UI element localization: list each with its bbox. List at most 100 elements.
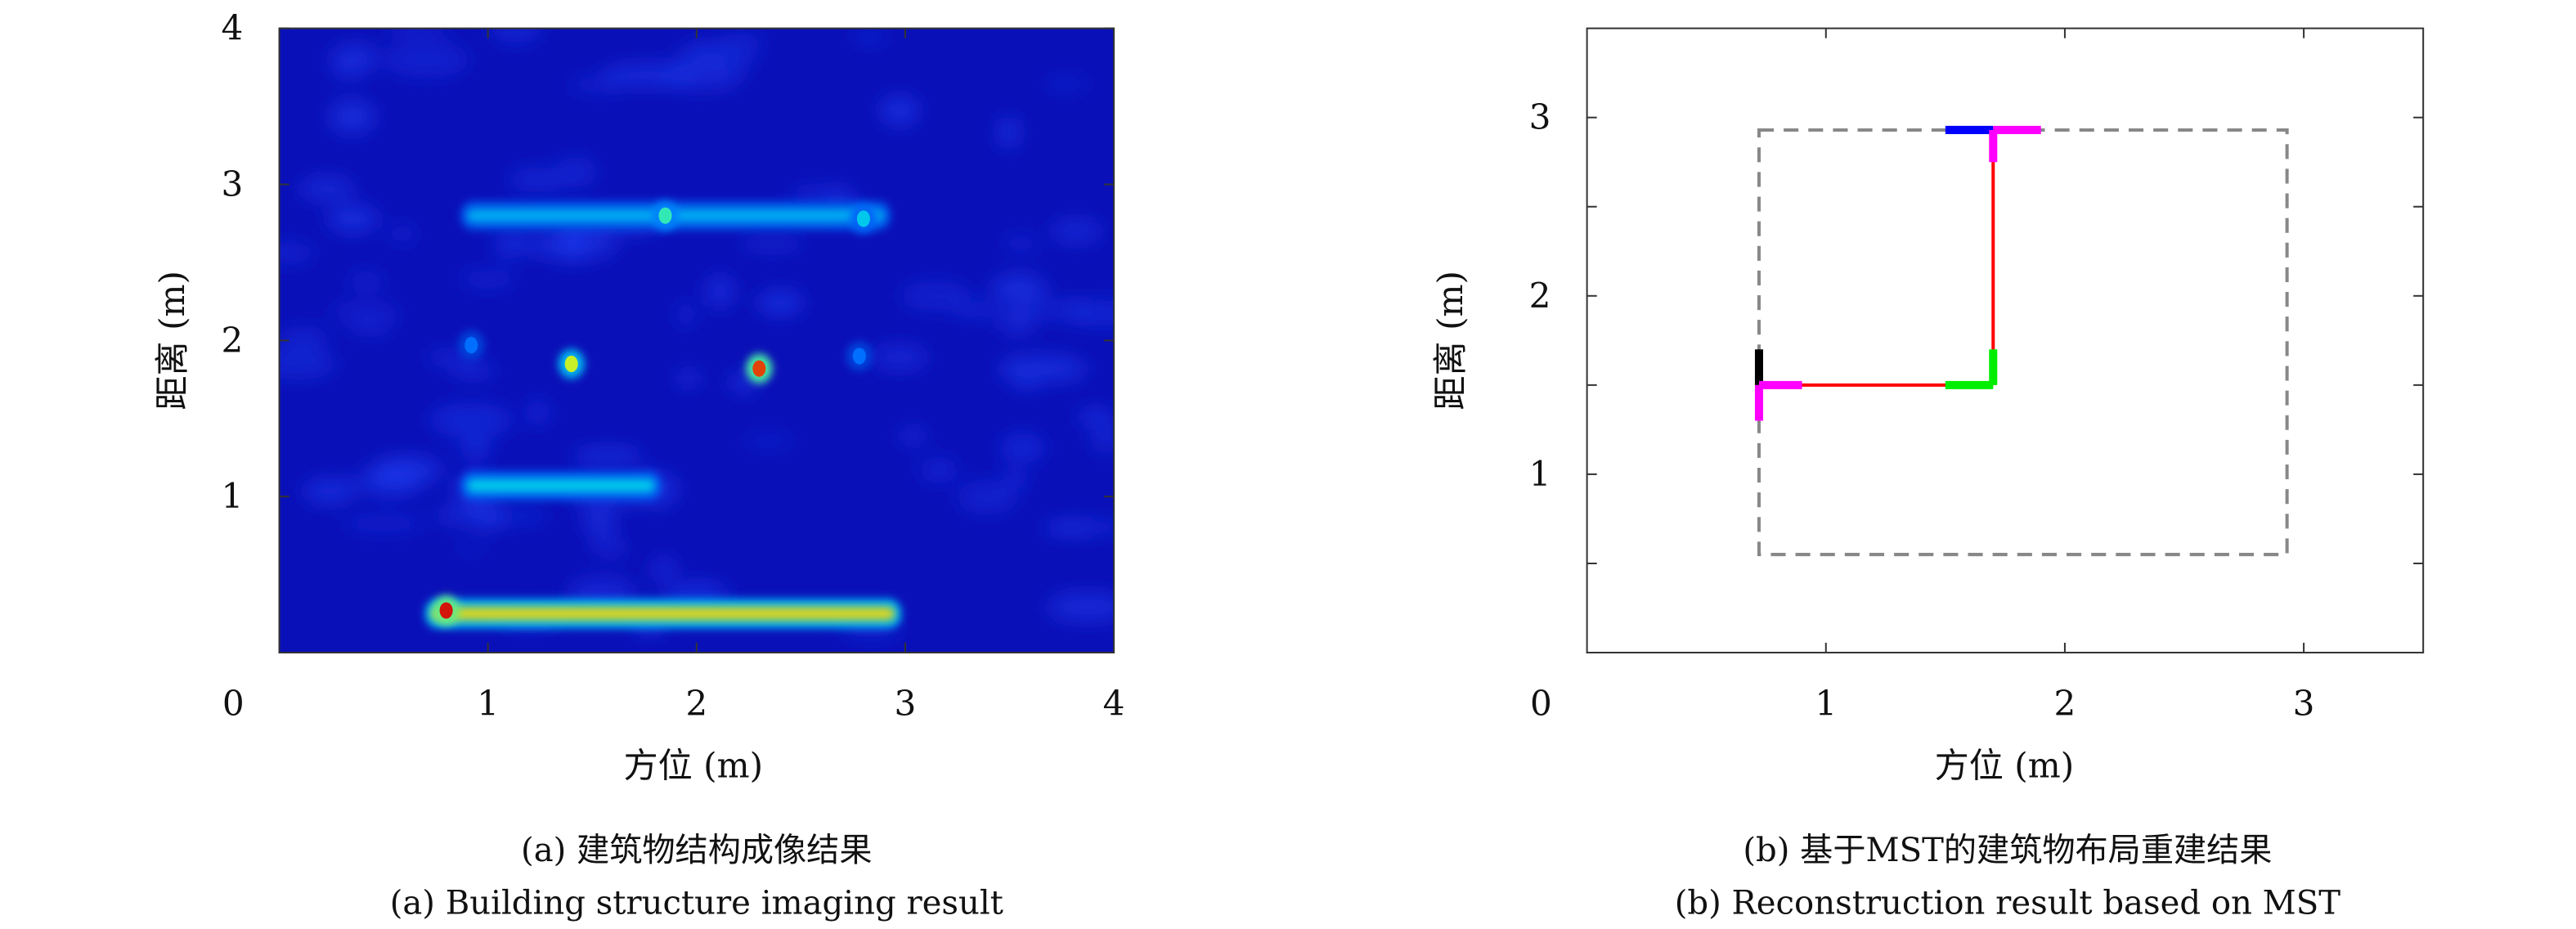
xaxis-label-b: 方位 (m) — [1935, 746, 2075, 786]
clutter-blob — [568, 76, 626, 93]
x-tick-label: 2 — [2054, 683, 2076, 723]
caption-b-en: (b) Reconstruction result based on MST — [1675, 884, 2340, 922]
clutter-blob — [684, 43, 733, 58]
clutter-blob — [328, 99, 376, 134]
x-tick-label: 1 — [477, 683, 499, 723]
clutter-blob — [1050, 219, 1102, 243]
clutter-blob — [583, 506, 616, 538]
clutter-blob — [508, 167, 566, 193]
clutter-blob — [555, 156, 597, 188]
clutter-blob — [451, 362, 496, 377]
caption-a-en: (a) Building structure imaging result — [390, 884, 1003, 922]
x-tick-label: 0 — [1530, 683, 1552, 723]
clutter-blob — [879, 95, 919, 126]
panel-a: 0 1 2 3 4 1 2 3 4 方位 (m) 距离 (m) (a) 建筑物结构成像结果 (a… — [152, 8, 1124, 922]
clutter-blob — [649, 557, 678, 581]
clutter-blob — [455, 541, 487, 553]
heatmap-line-feature — [460, 470, 662, 500]
clutter-blob — [1090, 425, 1115, 454]
clutter-blob — [675, 301, 696, 328]
clutter-blob — [525, 399, 550, 426]
clutter-blob — [601, 63, 692, 88]
y-tick-label: 1 — [1529, 454, 1551, 494]
y-tick-label: 3 — [221, 164, 243, 204]
clutter-blob — [490, 28, 543, 43]
heatmap-line-feature — [424, 599, 902, 629]
xaxis-label-a: 方位 (m) — [623, 746, 763, 786]
clutter-blob — [1046, 592, 1115, 622]
clutter-blob — [460, 435, 491, 460]
clutter-blob — [331, 61, 366, 80]
ticks-b: 0 1 2 3 1 2 3 — [1529, 28, 2424, 723]
heatmap-spot — [746, 353, 773, 384]
mst-segments — [1754, 125, 2041, 421]
x-tick-label: 1 — [1815, 683, 1837, 723]
panel-b: 0 1 2 3 1 2 3 方位 (m) 距离 (m) (b) 基于MST的建筑物布局重建结… — [1430, 27, 2425, 922]
heatmap-features — [424, 200, 902, 629]
clutter-blob — [703, 54, 757, 69]
heatmap-spot — [558, 348, 585, 379]
clutter-blob — [298, 177, 355, 201]
caption-b-cn: (b) 基于MST的建筑物布局重建结果 — [1743, 832, 2272, 869]
yaxis-label-a: 距离 (m) — [152, 271, 192, 411]
clutter-blob — [999, 116, 1019, 149]
ticks-a: 0 1 2 3 4 1 2 3 4 — [221, 8, 1124, 724]
clutter-blob — [429, 402, 514, 438]
clutter-blob — [348, 271, 385, 292]
heatmap-spot — [433, 595, 460, 626]
x-tick-label: 2 — [685, 683, 707, 723]
clutter-blob — [384, 28, 450, 35]
clutter-blob — [999, 433, 1046, 463]
clutter-blob — [345, 321, 396, 332]
clutter-blob — [303, 478, 357, 504]
clutter-blob — [1009, 298, 1093, 321]
clutter-blob — [738, 237, 805, 250]
clutter-blob — [1043, 78, 1089, 91]
clutter-blob — [1003, 469, 1028, 489]
clutter-blob — [493, 229, 531, 258]
y-tick-label: 2 — [221, 320, 243, 360]
clutter-blob — [1077, 409, 1115, 425]
y-tick-label: 3 — [1529, 97, 1551, 137]
caption-a-cn: (a) 建筑物结构成像结果 — [521, 832, 872, 869]
heatmap-spot — [850, 204, 877, 234]
y-tick-label: 1 — [221, 476, 243, 516]
clutter-blob — [328, 305, 403, 317]
clutter-blob — [756, 290, 804, 315]
clutter-blob — [957, 480, 1018, 514]
clutter-blob — [460, 270, 517, 289]
clutter-blob — [279, 242, 316, 264]
clutter-blob — [279, 326, 330, 351]
y-tick-label: 2 — [1529, 276, 1551, 316]
y-tick-label: 4 — [221, 8, 243, 48]
clutter-blob — [432, 507, 502, 523]
clutter-blob — [997, 355, 1088, 382]
heatmap-spot — [652, 200, 679, 231]
x-tick-label: 0 — [222, 683, 245, 723]
clutter-blob — [327, 204, 379, 233]
x-tick-label: 3 — [2293, 683, 2315, 723]
clutter-blob — [1012, 375, 1039, 391]
clutter-blob — [900, 280, 971, 312]
clutter-blob — [571, 447, 644, 465]
clutter-blob — [897, 428, 928, 444]
heatmap — [279, 28, 1115, 653]
clutter-blob — [1002, 235, 1040, 252]
clutter-blob — [388, 224, 416, 244]
building-boundary — [1757, 128, 2289, 557]
x-tick-label: 3 — [894, 683, 916, 723]
clutter-blob — [279, 348, 337, 380]
x-tick-label: 4 — [1103, 683, 1125, 723]
clutter-blob — [741, 434, 797, 447]
heatmap-clutter — [279, 28, 1115, 639]
clutter-blob — [593, 536, 626, 556]
clutter-blob — [1042, 518, 1115, 536]
clutter-blob — [918, 457, 959, 483]
clutter-blob — [424, 352, 468, 363]
heatmap-spot — [846, 341, 873, 371]
clutter-blob — [382, 42, 470, 78]
clutter-blob — [527, 229, 618, 261]
heatmap-background — [279, 28, 1115, 653]
heatmap-spot — [458, 330, 485, 361]
